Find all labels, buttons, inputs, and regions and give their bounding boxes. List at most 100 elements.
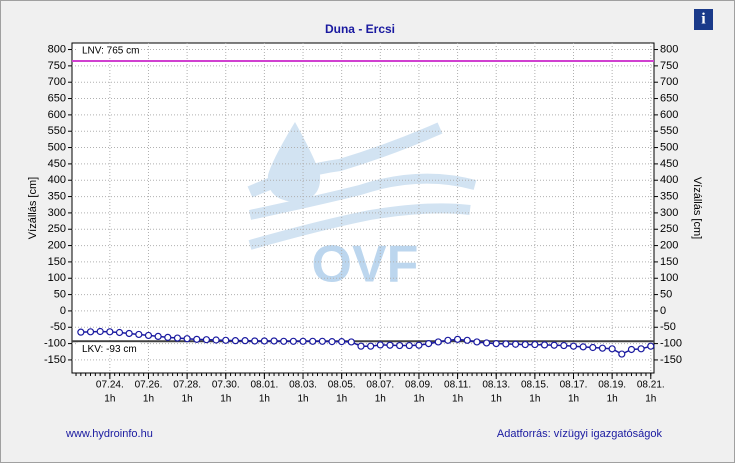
x-tick-label: 08.15. [521,380,549,391]
marker [280,337,288,345]
y2-tick-label: -100 [660,338,682,350]
footer-right: Adatforrás: vízügyi igazgatóságok [497,428,663,440]
x-tick-label: 07.24. [96,380,124,391]
y2-tick-label: -150 [660,354,682,366]
marker [318,337,326,345]
x-tick-label: 08.07. [366,380,394,391]
x-tick-label: 08.11. [444,380,471,391]
marker [367,342,375,350]
x-tick-sublabel: 1h [220,394,231,405]
y-tick-label: -100 [44,338,66,350]
x-tick-sublabel: 1h [491,394,502,405]
y-tick-label: 250 [48,223,66,235]
marker [106,328,114,336]
footer-left[interactable]: www.hydroinfo.hu [65,428,153,440]
y-tick-label: 500 [48,141,66,153]
y2-tick-label: 550 [660,125,678,137]
marker [647,342,655,350]
x-tick-label: 08.21. [637,380,665,391]
x-tick-sublabel: 1h [143,394,154,405]
y2-tick-label: 250 [660,223,678,235]
marker [260,337,268,345]
x-tick-sublabel: 1h [413,394,424,405]
y2-tick-label: 450 [660,158,678,170]
y-tick-label: 400 [48,174,66,186]
y2-tick-label: 800 [660,43,678,55]
marker [212,336,220,344]
marker [531,340,539,349]
y-tick-label: 300 [48,207,66,219]
marker [135,330,143,339]
x-tick-sublabel: 1h [568,394,579,405]
info-icon[interactable] [694,9,713,30]
x-tick-sublabel: 1h [297,394,308,405]
marker [482,339,491,347]
x-tick-sublabel: 1h [375,394,386,405]
marker [328,338,336,346]
marker [637,345,645,353]
y-tick-label: 800 [48,43,66,55]
marker [347,338,355,346]
x-tick-sublabel: 1h [607,394,618,405]
marker [434,338,442,346]
y2-tick-label: 100 [660,272,678,284]
x-tick-sublabel: 1h [452,394,463,405]
y-tick-label: 550 [48,125,66,137]
marker [144,331,153,340]
marker [309,337,317,345]
marker [125,329,133,338]
marker [425,339,433,348]
x-tick-label: 08.19. [598,380,626,391]
marker [202,336,211,344]
y-tick-label: 350 [48,190,66,202]
x-tick-sublabel: 1h [645,394,656,405]
y-tick-label: 700 [48,76,66,88]
marker [511,340,520,348]
y2-tick-label: 400 [660,174,678,186]
x-tick-sublabel: 1h [529,394,540,405]
y-tick-label: 600 [48,109,66,121]
marker [357,342,365,350]
marker [453,335,462,343]
marker [222,336,230,344]
marker [164,333,172,341]
marker [77,328,85,336]
marker [618,350,626,358]
marker [608,345,616,353]
marker [251,337,259,345]
y-tick-label: 750 [48,60,66,72]
y-tick-label: 100 [48,272,66,284]
marker [96,327,104,336]
y-tick-label: 150 [48,256,66,268]
marker [386,341,394,349]
marker [115,328,124,337]
marker [396,341,404,350]
marker [550,341,558,349]
y2-tick-label: 700 [660,76,678,88]
marker [241,337,249,345]
marker [376,341,384,349]
y2-tick-label: 300 [660,207,678,219]
y-tick-label: 50 [54,288,66,300]
x-tick-sublabel: 1h [104,394,115,405]
marker [444,336,452,344]
x-tick-sublabel: 1h [259,394,270,405]
marker [627,345,636,354]
x-tick-label: 08.05. [328,380,356,391]
marker [183,335,191,343]
marker [415,341,423,349]
y2-tick-label: -50 [660,321,676,333]
marker [521,340,529,349]
y2-tick-label: 600 [660,109,678,121]
reference-label-bg [78,342,140,356]
info-icon-glyph: i [701,11,706,28]
reference-label: LNV: 765 cm [82,46,139,57]
x-tick-label: 08.13. [482,380,510,391]
marker [154,332,162,341]
marker [502,340,510,348]
y2-tick-label: 650 [660,92,678,104]
y-tick-label: 650 [48,92,66,104]
y-tick-label: 450 [48,158,66,170]
logo [247,122,477,250]
